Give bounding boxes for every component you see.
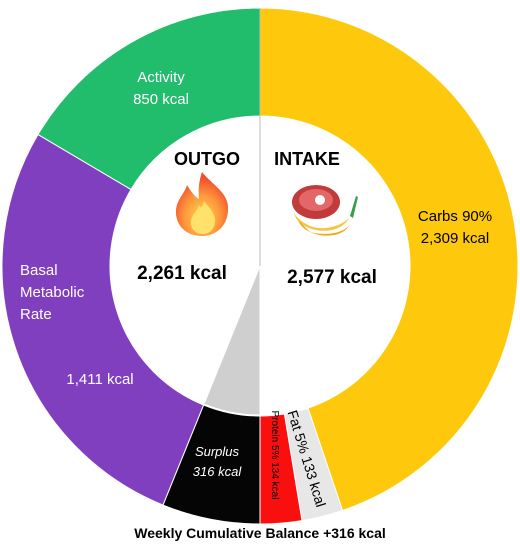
outgo-title: OUTGO	[174, 149, 240, 169]
intake-label-protein: Protein 5% 134 kcal	[269, 411, 280, 500]
outgo-label-bmr-value: 1,411 kcal	[66, 371, 133, 388]
outgo-slice-surplus	[162, 404, 261, 525]
fire-icon	[175, 172, 229, 236]
outgo-slice-basal-metabolic-rate	[1, 133, 205, 506]
intake-total: 2,577 kcal	[287, 267, 377, 288]
steak-banana-icon	[292, 185, 358, 236]
outgo-label-surplus: Surplus 316 kcal	[193, 444, 243, 479]
outgo-total: 2,261 kcal	[137, 263, 227, 284]
intake-label-carbs: Carbs 90% 2,309 kcal	[418, 208, 492, 247]
intake-slice-carbs	[259, 7, 519, 512]
outgo-label-bmr-name: Basal Metabolic Rate	[20, 262, 85, 323]
label-group: Activity 850 kcal Basal Metabolic Rate 1,411 …	[20, 69, 492, 541]
chart-caption: Weekly Cumulative Balance +316 kcal	[134, 525, 386, 541]
surplus-inner-wedge	[203, 265, 261, 416]
slice-group	[1, 7, 519, 525]
outgo-label-activity: Activity 850 kcal	[133, 69, 189, 108]
intake-title: INTAKE	[274, 149, 340, 169]
